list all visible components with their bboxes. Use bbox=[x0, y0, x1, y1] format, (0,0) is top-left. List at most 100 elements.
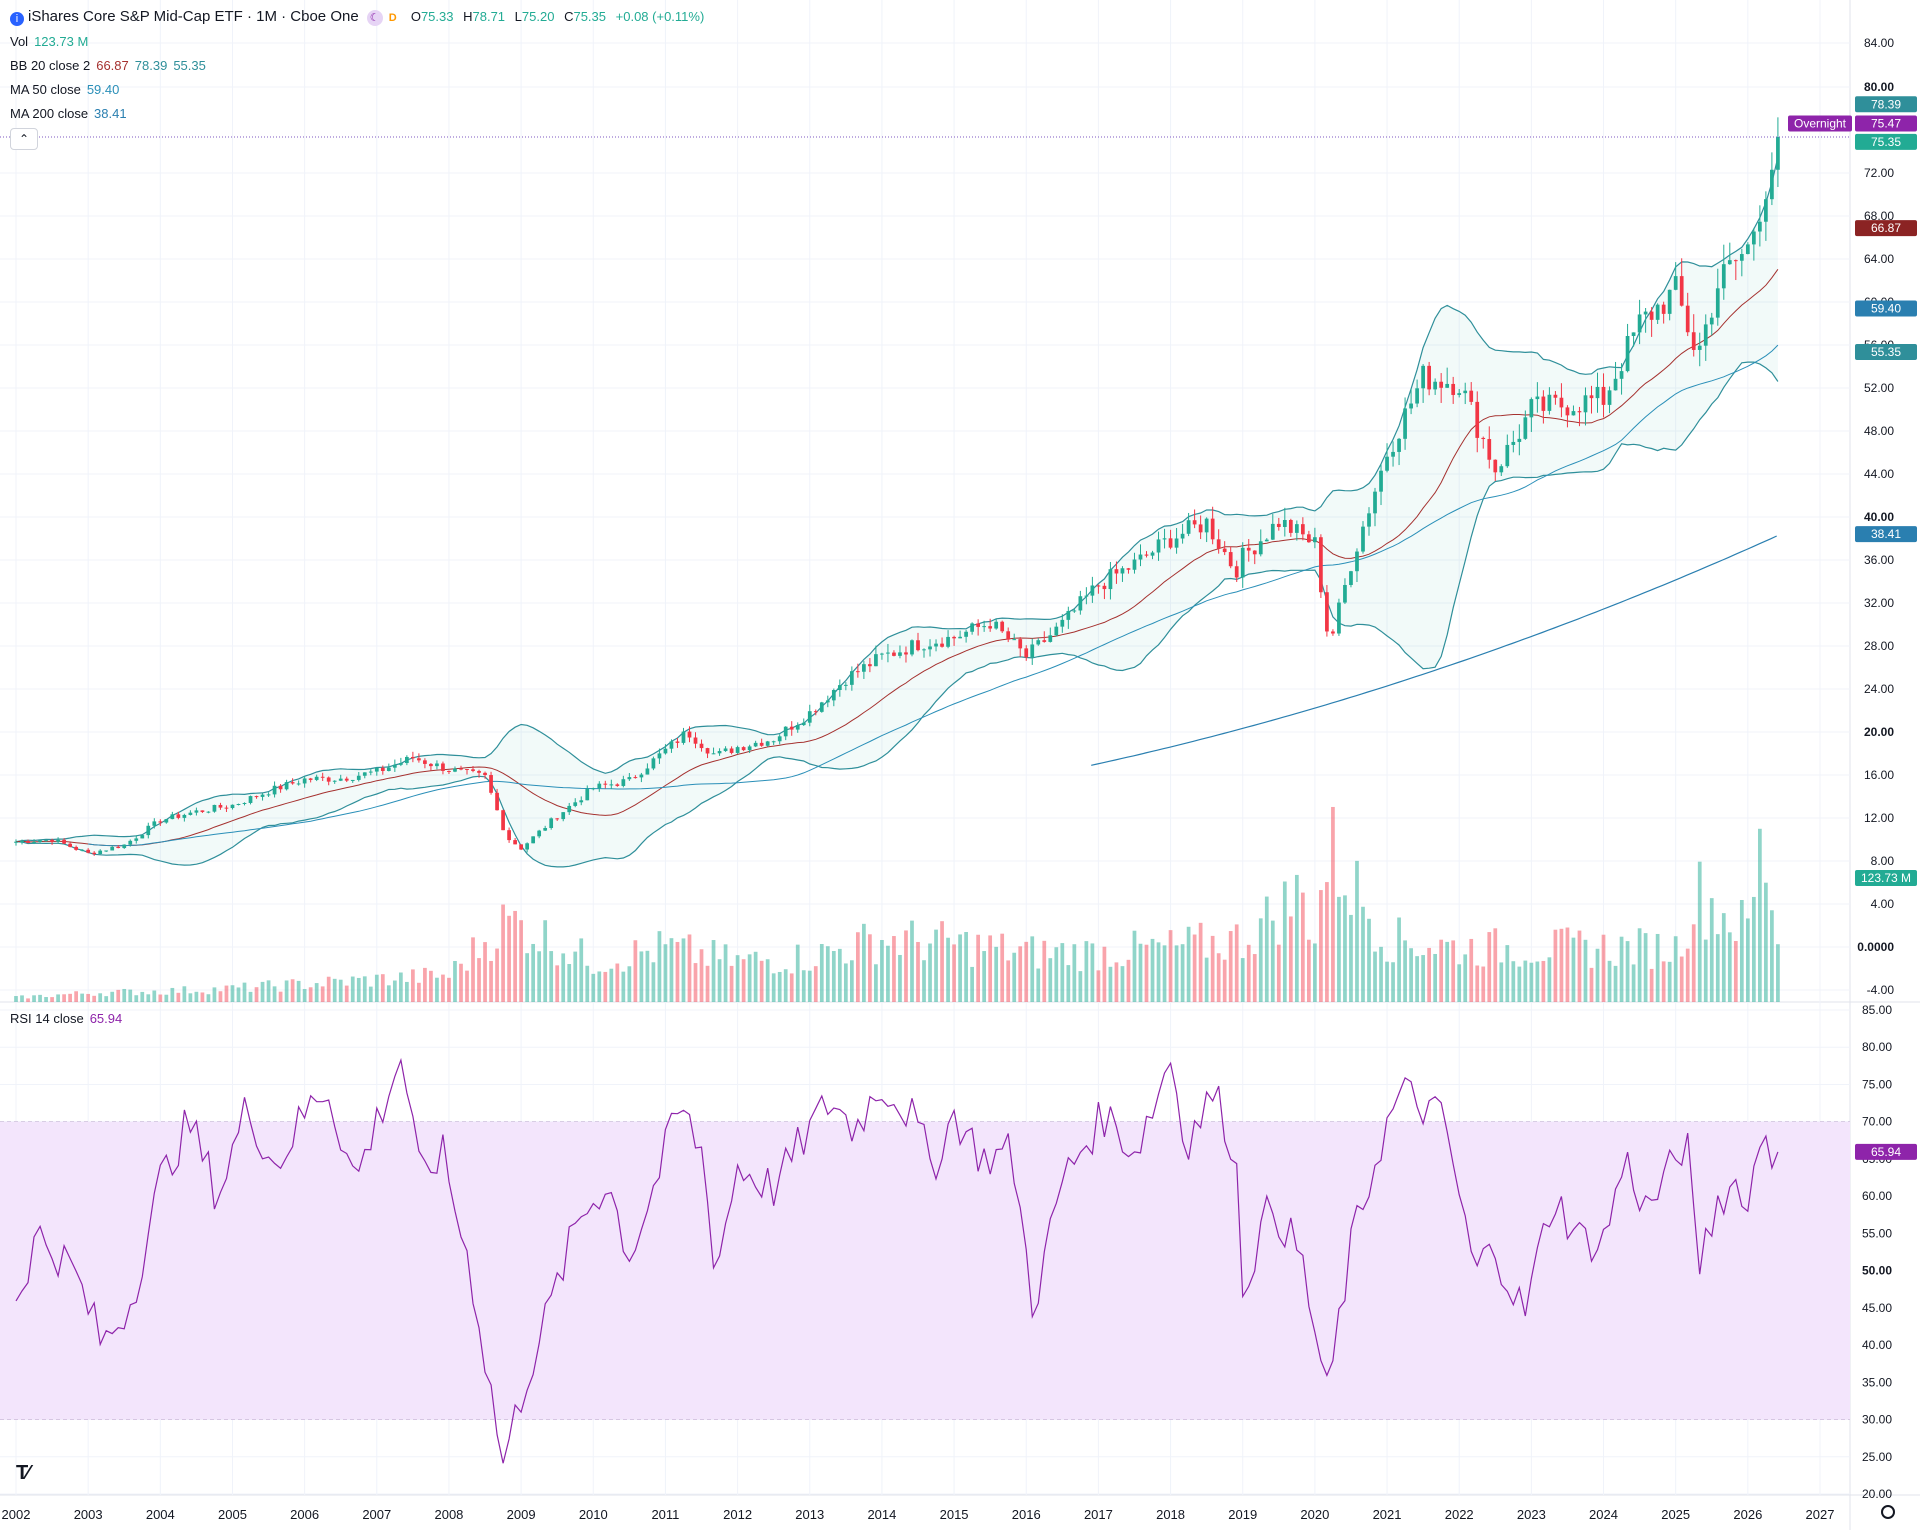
candle-body bbox=[1343, 584, 1347, 603]
volume-bar bbox=[1409, 948, 1413, 1002]
candle-body bbox=[483, 772, 487, 776]
price-tick-label: 20.00 bbox=[1864, 725, 1894, 739]
volume-bar bbox=[236, 987, 241, 1002]
volume-bar bbox=[1108, 966, 1113, 1002]
volume-bar bbox=[1385, 961, 1389, 1002]
time-tick-label: 2019 bbox=[1228, 1507, 1257, 1522]
volume-bar bbox=[579, 938, 584, 1002]
candle-body bbox=[862, 664, 866, 672]
candle-body bbox=[128, 840, 133, 845]
moon-icon[interactable]: ☾ bbox=[366, 10, 383, 26]
chevron-up-icon[interactable]: ⌃ bbox=[10, 128, 38, 150]
gear-icon[interactable] bbox=[1881, 1505, 1895, 1519]
volume-bar bbox=[392, 980, 397, 1002]
candle-body bbox=[1571, 411, 1576, 416]
price-tick-label: 8.00 bbox=[1871, 854, 1895, 868]
candle-body bbox=[1541, 396, 1546, 411]
time-tick-label: 2010 bbox=[579, 1507, 608, 1522]
overnight-label-bg bbox=[1788, 115, 1852, 132]
candle-body bbox=[1595, 386, 1600, 399]
candle-body bbox=[1565, 407, 1570, 416]
tag-ma50-text: 59.40 bbox=[1871, 301, 1901, 315]
candle-body bbox=[567, 805, 572, 813]
volume-bar bbox=[374, 974, 379, 1002]
time-tick-label: 2020 bbox=[1300, 1507, 1329, 1522]
volume-bar bbox=[1481, 966, 1486, 1002]
tag-ma50-bg bbox=[1855, 300, 1917, 317]
tradingview-logo-icon[interactable]: T⁄ bbox=[16, 1462, 29, 1484]
volume-bar bbox=[1493, 928, 1498, 1002]
candle-body bbox=[795, 725, 800, 730]
candle-body bbox=[531, 836, 536, 844]
volume-bar bbox=[1517, 966, 1522, 1002]
volume-bar bbox=[1042, 940, 1047, 1002]
tag-bb-basis: 66.87 bbox=[1855, 220, 1917, 237]
volume-bar bbox=[1198, 922, 1203, 1002]
candle-body bbox=[1210, 518, 1215, 540]
candle-body bbox=[1433, 381, 1438, 390]
legend-rsi-value: 65.94 bbox=[89, 1011, 123, 1026]
volume-bar bbox=[429, 970, 433, 1002]
candle-body bbox=[1198, 524, 1203, 533]
tag-ma200: 38.41 bbox=[1855, 526, 1917, 543]
volume-bar bbox=[549, 951, 554, 1002]
candle-body bbox=[693, 737, 698, 744]
volume-bar bbox=[964, 932, 968, 1002]
volume-bar bbox=[1439, 939, 1444, 1002]
candle-body bbox=[116, 846, 121, 849]
bollinger-upper-line bbox=[15, 157, 1779, 843]
candle-body bbox=[1493, 459, 1498, 473]
legend-ma50[interactable]: MA 50 close 59.40 bbox=[10, 82, 119, 97]
volume-bar bbox=[122, 988, 127, 1002]
volume-bar bbox=[170, 987, 175, 1002]
candle-body bbox=[573, 802, 578, 806]
candle-body bbox=[825, 700, 830, 703]
candle-body bbox=[537, 830, 542, 837]
volume-bar bbox=[892, 936, 896, 1002]
price-tick-label: 40.00 bbox=[1864, 510, 1894, 524]
price-tick-label: 12.00 bbox=[1864, 811, 1894, 825]
candle-body bbox=[212, 804, 217, 812]
time-tick-label: 2003 bbox=[74, 1507, 103, 1522]
candle-body bbox=[194, 810, 199, 813]
volume-bar bbox=[254, 987, 259, 1002]
tag-bb-upper-bg bbox=[1855, 96, 1917, 113]
candle-body bbox=[615, 784, 620, 786]
legend-vol[interactable]: Vol 123.73 M bbox=[10, 34, 88, 49]
candle-body bbox=[152, 821, 157, 826]
legend-bb[interactable]: BB 20 close 2 66.87 78.39 55.35 bbox=[10, 58, 206, 73]
candle-body bbox=[266, 794, 271, 796]
symbol-title[interactable]: iShares Core S&P Mid-Cap ETF · 1M · Cboe… bbox=[28, 8, 359, 25]
info-icon[interactable]: i bbox=[10, 12, 24, 26]
volume-bar bbox=[1764, 882, 1768, 1002]
volume-bar bbox=[1222, 959, 1227, 1002]
candle-body bbox=[68, 843, 72, 847]
volume-bar bbox=[1751, 896, 1756, 1002]
candle-body bbox=[543, 828, 548, 831]
legend-rsi[interactable]: RSI 14 close 65.94 bbox=[10, 1011, 122, 1026]
volume-bar bbox=[771, 973, 776, 1002]
time-tick-label: 2024 bbox=[1589, 1507, 1618, 1522]
volume-bar bbox=[86, 993, 91, 1002]
candle-body bbox=[910, 640, 914, 655]
volume-bar bbox=[693, 963, 698, 1002]
volume-bar bbox=[711, 940, 716, 1002]
volume-bar bbox=[819, 944, 824, 1002]
price-tick-label: 44.00 bbox=[1864, 467, 1894, 481]
volume-bar bbox=[1613, 965, 1618, 1002]
candle-body bbox=[1180, 533, 1185, 539]
candle-body bbox=[1000, 621, 1005, 632]
volume-bar bbox=[218, 991, 223, 1002]
volume-bar bbox=[1325, 882, 1329, 1002]
volume-bar bbox=[1511, 961, 1516, 1002]
volume-bar bbox=[717, 959, 722, 1002]
volume-bar bbox=[922, 960, 926, 1002]
volume-bar bbox=[1631, 964, 1636, 1002]
candle-body bbox=[1499, 466, 1504, 473]
delay-badge[interactable]: D bbox=[388, 12, 397, 24]
legend-ma200[interactable]: MA 200 close 38.41 bbox=[10, 106, 127, 121]
volume-bar bbox=[110, 991, 115, 1002]
candle-body bbox=[687, 731, 692, 738]
candle-body bbox=[1018, 639, 1023, 649]
